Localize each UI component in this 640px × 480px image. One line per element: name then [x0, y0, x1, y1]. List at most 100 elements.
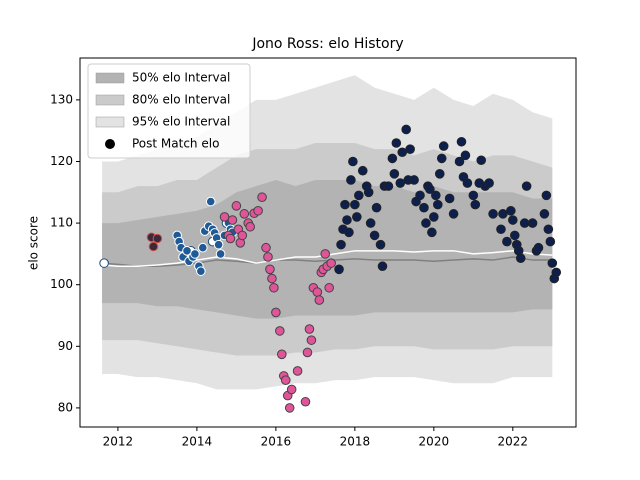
post-match-point	[369, 230, 380, 241]
post-match-point	[432, 199, 443, 210]
legend-swatch	[95, 116, 125, 128]
post-match-point	[460, 150, 471, 161]
x-tick-label: 2020	[419, 435, 450, 449]
post-match-point	[304, 324, 315, 334]
post-match-point	[263, 252, 273, 262]
post-match-point	[429, 212, 439, 222]
post-match-point	[484, 178, 494, 188]
post-match-point	[245, 221, 256, 232]
post-match-point	[496, 224, 506, 235]
post-match-point	[324, 282, 334, 293]
legend-swatch	[95, 94, 125, 106]
post-match-point	[231, 201, 242, 211]
post-match-point	[257, 192, 267, 203]
post-match-point	[284, 403, 295, 413]
post-match-point	[395, 178, 406, 188]
post-match-point	[502, 236, 512, 247]
post-match-point	[336, 239, 346, 250]
legend-label: 80% elo Interval	[132, 93, 230, 107]
y-tick-label: 110	[50, 216, 73, 230]
post-match-point	[292, 366, 303, 376]
post-match-point	[306, 335, 317, 345]
post-match-point	[397, 147, 408, 158]
post-match-point	[498, 209, 508, 219]
post-match-point	[543, 224, 554, 235]
y-axis-label: elo score	[27, 216, 41, 270]
post-match-point	[190, 249, 200, 259]
post-match-point	[237, 230, 248, 241]
y-tick-label: 100	[50, 277, 73, 291]
post-match-point	[99, 258, 109, 268]
y-tick-label: 120	[50, 154, 73, 168]
post-match-point	[434, 169, 445, 179]
post-match-point	[196, 266, 206, 276]
post-match-point	[401, 124, 411, 135]
post-match-point	[551, 267, 562, 278]
post-match-point	[405, 144, 415, 154]
post-match-point	[280, 375, 291, 385]
post-match-point	[545, 236, 556, 247]
post-match-point	[462, 178, 473, 188]
post-match-point	[425, 184, 435, 195]
post-match-point	[276, 349, 287, 360]
post-match-point	[527, 218, 538, 228]
post-match-point	[468, 190, 479, 201]
post-match-point	[387, 153, 398, 164]
post-match-point	[375, 239, 386, 250]
post-match-point	[377, 261, 388, 272]
post-match-point	[344, 227, 354, 238]
post-match-point	[476, 155, 487, 166]
post-match-point	[326, 258, 336, 268]
post-match-point	[409, 175, 419, 185]
post-match-point	[436, 153, 447, 164]
post-match-point	[541, 190, 552, 201]
post-match-point	[320, 249, 331, 259]
interval-band	[102, 179, 553, 319]
post-match-point	[363, 187, 374, 198]
post-match-point	[225, 233, 236, 244]
post-match-point	[391, 138, 402, 148]
post-match-point	[302, 347, 313, 358]
post-match-point	[454, 156, 465, 167]
post-match-point	[271, 307, 281, 318]
elo-line	[102, 256, 553, 267]
x-tick-label: 2016	[261, 435, 292, 449]
legend-label: Post Match elo	[132, 137, 219, 151]
post-match-point	[314, 295, 325, 305]
post-match-point	[509, 230, 520, 241]
post-match-point	[415, 190, 425, 201]
post-match-point	[448, 209, 459, 219]
post-match-point	[269, 282, 279, 293]
post-match-point	[275, 326, 285, 336]
post-match-point	[205, 196, 216, 207]
post-match-point	[421, 218, 431, 228]
post-match-point	[371, 202, 382, 213]
chart-title: Jono Ross: elo History	[251, 36, 403, 52]
x-tick-label: 2022	[498, 435, 529, 449]
post-match-point	[515, 253, 526, 264]
post-match-point	[519, 218, 530, 228]
legend-swatch	[95, 72, 125, 84]
post-match-point	[365, 218, 376, 228]
post-match-point	[340, 199, 350, 210]
legend-marker	[105, 139, 115, 149]
post-match-point	[389, 169, 400, 179]
x-tick-label: 2014	[182, 435, 213, 449]
plot-frame	[79, 57, 577, 428]
post-match-point	[488, 209, 498, 219]
post-match-point	[427, 227, 437, 238]
post-match-point	[286, 384, 297, 395]
post-match-point	[350, 199, 360, 210]
post-match-point	[267, 273, 277, 284]
legend-label: 50% elo Interval	[132, 71, 230, 85]
post-match-point	[357, 165, 368, 176]
post-match-point	[348, 156, 358, 167]
post-match-point	[438, 141, 449, 151]
post-match-point	[198, 242, 208, 253]
y-tick-label: 80	[58, 400, 73, 414]
post-match-point	[219, 212, 230, 222]
post-match-point	[227, 215, 238, 225]
post-match-point	[342, 215, 352, 225]
